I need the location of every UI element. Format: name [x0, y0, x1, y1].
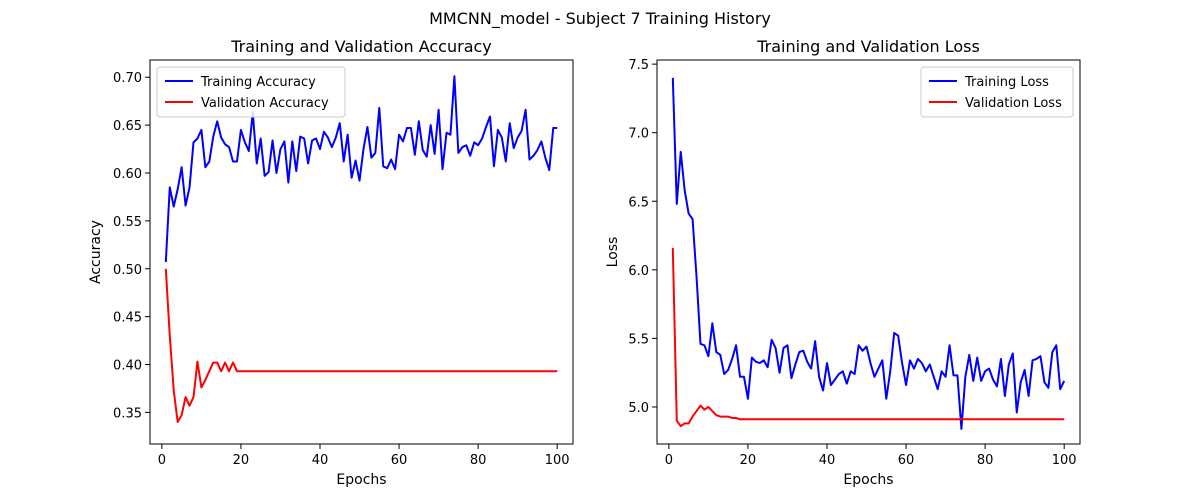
x-tick-label: 20 [740, 453, 757, 468]
loss-plot-frame [656, 59, 1081, 445]
x-tick-label: 0 [665, 453, 673, 468]
loss-chart: Training and Validation Loss 0 20 40 60 80 100… [605, 37, 1081, 488]
y-tick-label: 5.5 [628, 332, 649, 347]
loss-y-axis-label: Loss [605, 237, 621, 268]
legend-box [156, 66, 346, 118]
y-tick-label: 0.65 [113, 119, 142, 134]
y-tick-label: 0.60 [113, 167, 142, 182]
x-tick-label: 0 [158, 453, 166, 468]
x-tick-label: 40 [312, 453, 329, 468]
accuracy-chart-title: Training and Validation Accuracy [230, 37, 492, 56]
x-tick-label: 60 [391, 453, 408, 468]
y-tick-label: 6.5 [628, 195, 649, 210]
x-tick-label: 80 [470, 453, 487, 468]
validation-accuracy-line [164, 268, 558, 423]
legend-label-training-loss: Training Loss [964, 75, 1049, 90]
x-tick-label: 100 [1052, 453, 1077, 468]
y-tick-label: 0.40 [113, 359, 142, 374]
accuracy-chart: Training and Validation Accuracy 0 20 40 60 8… [88, 37, 574, 488]
y-tick-label: 0.55 [113, 215, 142, 230]
loss-x-axis-label: Epochs [843, 472, 893, 488]
x-tick-label: 60 [898, 453, 915, 468]
x-tick-label: 40 [819, 453, 836, 468]
y-tick-label: 0.50 [113, 263, 142, 278]
legend-box [920, 66, 1074, 118]
validation-loss-line [671, 247, 1065, 428]
x-tick-label: 20 [233, 453, 250, 468]
y-tick-label: 0.35 [113, 406, 142, 421]
accuracy-legend: Training Accuracy Validation Accuracy [156, 66, 346, 118]
y-tick-label: 7.0 [628, 127, 649, 142]
accuracy-plot-frame [149, 59, 574, 445]
legend-label-validation-accuracy: Validation Accuracy [201, 96, 329, 111]
y-tick-label: 0.45 [113, 311, 142, 326]
y-tick-label: 6.0 [628, 264, 649, 279]
y-tick-label: 7.5 [628, 58, 649, 73]
accuracy-x-axis-label: Epochs [336, 472, 386, 488]
legend-label-validation-loss: Validation Loss [965, 96, 1062, 111]
figure-suptitle: MMCNN_model - Subject 7 Training History [429, 9, 771, 29]
x-tick-label: 100 [545, 453, 570, 468]
accuracy-y-axis-label: Accuracy [88, 220, 104, 284]
x-tick-label: 80 [977, 453, 994, 468]
training-accuracy-line [164, 75, 558, 263]
y-tick-label: 0.70 [113, 71, 142, 86]
training-loss-line [671, 77, 1066, 430]
y-tick-label: 5.0 [628, 401, 649, 416]
loss-chart-title: Training and Validation Loss [756, 37, 980, 56]
loss-legend: Training Loss Validation Loss [920, 66, 1074, 118]
legend-label-training-accuracy: Training Accuracy [200, 75, 316, 90]
